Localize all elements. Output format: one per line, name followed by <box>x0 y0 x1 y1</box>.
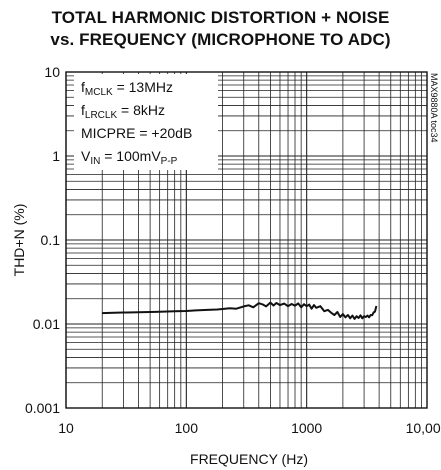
condition-mclk: fMCLK = 13MHz <box>81 79 173 98</box>
chart-subtitle: vs. FREQUENCY (MICROPHONE TO ADC) <box>50 30 391 49</box>
y-tick-label: 10 <box>44 64 60 80</box>
chart-title: TOTAL HARMONIC DISTORTION + NOISE <box>51 8 390 27</box>
series-line-thdn <box>102 301 378 320</box>
y-tick-label: 0.1 <box>41 232 61 248</box>
x-axis-title: FREQUENCY (Hz) <box>190 451 308 467</box>
part-tag: MAX9880A toc34 <box>429 73 439 143</box>
x-tick-label: 100 <box>175 420 199 436</box>
y-axis-title: THD+N (%) <box>11 204 27 277</box>
condition-micpre: MICPRE = +20dB <box>81 125 192 141</box>
x-tick-label: 10,000 <box>406 420 441 436</box>
plot-frame <box>65 71 428 409</box>
y-tick-label: 1 <box>52 148 60 164</box>
x-tick-label: 10 <box>58 420 74 436</box>
y-tick-label: 0.01 <box>33 316 60 332</box>
y-tick-label: 0.001 <box>25 400 60 416</box>
x-tick-label: 1000 <box>291 420 322 436</box>
condition-vin: VIN = 100mVP-P <box>81 148 178 167</box>
conditions-box <box>74 74 218 170</box>
condition-lrclk: fLRCLK = 8kHz <box>81 102 165 121</box>
